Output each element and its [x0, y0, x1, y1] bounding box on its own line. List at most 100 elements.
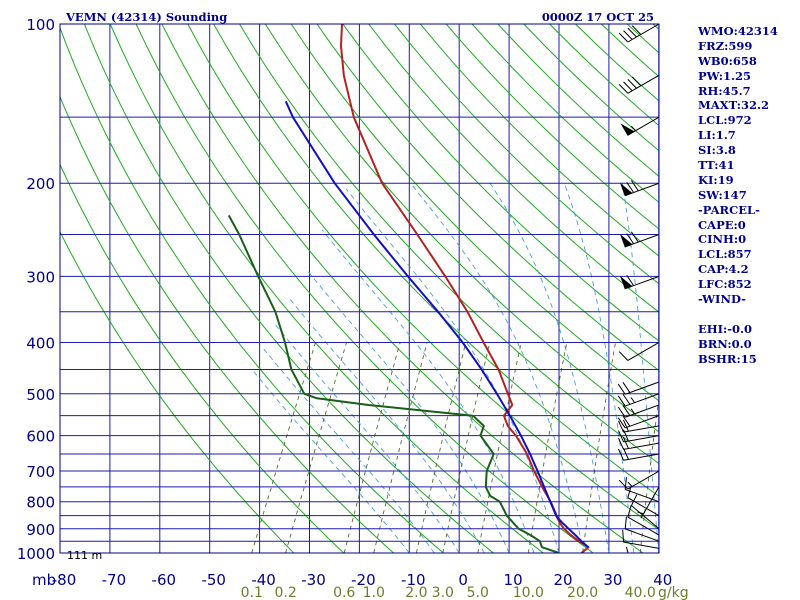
dry-adiabat [342, 24, 659, 342]
temperature-tick-label: -10 [401, 571, 426, 589]
dry-adiabat [264, 24, 659, 433]
dry-adiabat [213, 24, 659, 497]
pressure-tick-label: 800 [26, 494, 55, 512]
wind-barb [618, 470, 660, 490]
mixing-ratio-unit: g/kg [658, 585, 689, 600]
wind-barb [619, 231, 660, 248]
dry-adiabat [60, 26, 445, 553]
index-line [698, 307, 798, 322]
dry-adiabat [109, 24, 545, 553]
index-line: LFC:852 [698, 277, 752, 292]
index-line: -WIND- [698, 292, 746, 307]
index-line: LI:1.7 [698, 128, 736, 143]
wind-barb [618, 437, 660, 450]
wind-barb [637, 486, 660, 519]
index-line: CAPE:0 [698, 217, 746, 232]
dry-adiabat [161, 24, 644, 553]
index-line: BRN:0.0 [698, 336, 752, 351]
pressure-tick-label: 100 [26, 16, 55, 34]
mixing-ratio-tick-label: 0.2 [274, 585, 296, 600]
wind-barb [617, 415, 660, 429]
wind-barb [618, 23, 660, 43]
chart-datetime: 0000Z 17 OCT 25 [542, 10, 654, 24]
chart-title: VEMN (42314) Sounding [65, 10, 227, 24]
mixing-ratio-tick-label: 2.0 [405, 585, 427, 600]
wind-barb [617, 381, 660, 395]
dry-adiabat [60, 163, 345, 553]
pressure-tick-label: 700 [26, 463, 55, 481]
temperature-tick-label: 40 [653, 571, 672, 589]
mixing-ratio-tick-label: 0.1 [241, 585, 263, 600]
mixing-ratio-tick-label: 1.0 [363, 585, 385, 600]
dry-adiabat [187, 24, 659, 531]
index-line: -PARCEL- [698, 202, 760, 217]
wind-barb [624, 477, 660, 503]
moist-adiabat [288, 298, 485, 553]
moist-adiabat [345, 188, 560, 553]
index-line: FRZ:599 [698, 38, 753, 53]
temperature-line [340, 24, 590, 553]
adiabat-lines [60, 24, 659, 553]
temperature-tick-label: -50 [201, 571, 226, 589]
mixing-ratio-line [343, 342, 401, 553]
mixing-ratio-tick-label: 5.0 [467, 585, 489, 600]
dry-adiabat [135, 24, 595, 553]
temperature-tick-label: 20 [553, 571, 572, 589]
pressure-tick-label: 200 [26, 175, 55, 193]
moist-adiabat [321, 229, 535, 553]
wind-barbs [617, 23, 660, 554]
mixing-ratio-tick-label: 40.0 [625, 585, 656, 600]
wind-barb [619, 275, 660, 290]
dry-adiabat [316, 24, 659, 372]
wind-barb [622, 529, 660, 549]
wind-barb [620, 116, 660, 136]
index-line: MAXT:32.2 [698, 98, 769, 113]
parcel-line [284, 100, 590, 548]
index-line: LCL:857 [698, 247, 752, 262]
wind-barb [630, 494, 660, 530]
dry-adiabat [368, 24, 659, 313]
index-line: BSHR:15 [698, 351, 757, 366]
index-line: PW:1.25 [698, 68, 752, 83]
pressure-tick-label: 300 [26, 268, 55, 286]
indices-panel: WMO:42314 FRZ:599 WB0:658 PW:1.25 RH:45.7 MAX… [698, 24, 798, 366]
wind-barb [617, 393, 660, 407]
pressure-tick-label: 500 [26, 386, 55, 404]
mixing-ratio-line [251, 342, 316, 553]
index-line: KI:19 [698, 172, 734, 187]
wind-barb [618, 342, 660, 361]
temperature-tick-label: -80 [52, 571, 77, 589]
mixing-ratio-line [639, 394, 659, 553]
temperature-tick-label: -20 [351, 571, 376, 589]
moist-adiabat [305, 268, 510, 553]
dry-adiabat [394, 24, 659, 285]
index-line: WB0:658 [698, 53, 757, 68]
mixing-ratio-tick-label: 3.0 [432, 585, 454, 600]
dry-adiabat [239, 24, 659, 465]
dry-adiabat [83, 24, 495, 553]
wind-barb [618, 447, 660, 461]
dry-adiabat [60, 95, 395, 553]
dewpoint-line [227, 214, 560, 553]
moist-adiabat [251, 369, 410, 553]
wind-barb [619, 180, 660, 197]
mixing-ratio-tick-label: 0.6 [333, 585, 355, 600]
index-line: RH:45.7 [698, 83, 751, 98]
station-height-label: 111 m [67, 549, 102, 562]
index-line: SI:3.8 [698, 143, 736, 158]
pressure-tick-label: 1000 [17, 545, 55, 563]
pressure-tick-label: 600 [26, 428, 55, 446]
wind-barb [624, 516, 660, 542]
temperature-tick-label: -40 [251, 571, 276, 589]
index-line: SW:147 [698, 187, 747, 202]
mixing-ratio-tick-label: 10.0 [513, 585, 544, 600]
index-line: TT:41 [698, 158, 735, 173]
temperature-tick-label: -60 [152, 571, 177, 589]
temperature-tick-label: 30 [603, 571, 622, 589]
pressure-tick-label: 900 [26, 521, 55, 539]
dry-adiabat [60, 230, 295, 553]
wind-barb [618, 74, 660, 94]
index-line: WMO:42314 [698, 24, 778, 38]
wind-barb [627, 505, 660, 536]
index-line: CAP:4.2 [698, 262, 749, 277]
